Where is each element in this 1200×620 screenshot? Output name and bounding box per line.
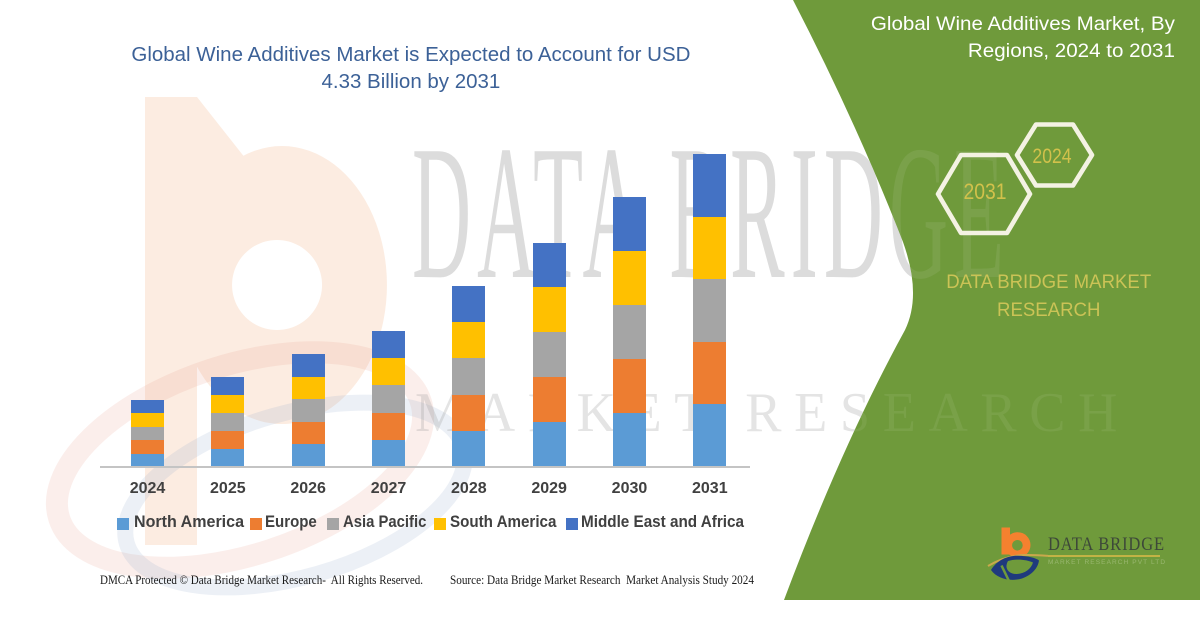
svg-text:2024: 2024	[1032, 145, 1071, 169]
svg-text:2031: 2031	[963, 180, 1006, 204]
